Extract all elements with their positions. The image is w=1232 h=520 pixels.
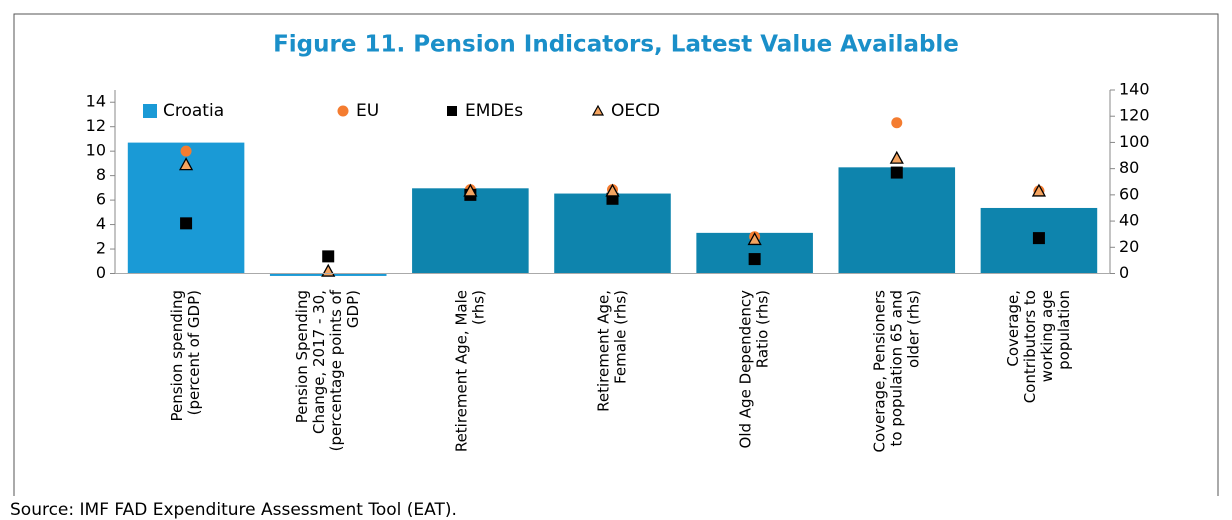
legend-swatch: [591, 104, 605, 116]
bar: [838, 167, 956, 274]
legend-label: EMDEs: [465, 101, 523, 121]
x-tick-label: (percentage points of: [327, 289, 345, 451]
y-tick-label: 6: [96, 190, 106, 209]
y2-tick-label: 20: [1119, 237, 1139, 256]
emdes-point: [322, 250, 335, 263]
oecd-point: [747, 232, 762, 246]
x-tick-label: (rhs): [469, 290, 487, 325]
x-tick-label: GDP): [344, 290, 362, 328]
y-tick-label: 2: [96, 239, 106, 258]
y-tick-label: 4: [96, 214, 106, 233]
x-tick-label: Pension Spending: [293, 290, 311, 423]
y-tick-label: 12: [86, 116, 106, 135]
emdes-point: [1032, 232, 1045, 245]
x-tick-label: Retirement Age,: [595, 290, 613, 412]
x-tick-label: Female (rhs): [612, 290, 630, 384]
legend-swatch: [447, 106, 457, 116]
y2-tick-label: 0: [1119, 263, 1129, 282]
frame: [13, 13, 1219, 496]
oecd-point: [605, 183, 620, 197]
y2-tick-label: 40: [1119, 211, 1139, 230]
eu-point: [891, 117, 903, 129]
eu-point: [180, 145, 192, 157]
x-tick-label: Coverage, Pensioners: [870, 290, 888, 453]
x-tick-label: Coverage,: [1004, 290, 1022, 367]
x-tick-label: working age: [1038, 290, 1056, 382]
bar: [554, 193, 671, 274]
legend-label: Croatia: [163, 101, 224, 121]
legend-label: EU: [356, 101, 379, 121]
source-note: Source: IMF FAD Expenditure Assessment T…: [10, 500, 457, 520]
y2-tick-label: 80: [1119, 158, 1139, 177]
x-tick-label: Old Age Dependency: [737, 290, 755, 449]
y-tick-label: 0: [96, 263, 106, 282]
x-tick-label: Ratio (rhs): [754, 290, 772, 368]
legend-swatch: [143, 104, 157, 118]
x-tick-label: Contributors to: [1021, 290, 1039, 403]
oecd-point: [178, 157, 194, 171]
y-tick-label: 14: [86, 92, 106, 111]
x-tick-label: Pension spending: [168, 290, 186, 421]
emdes-point: [890, 166, 903, 179]
oecd-point: [463, 183, 478, 197]
y-tick-label: 8: [96, 165, 106, 184]
x-tick-label: older (rhs): [904, 290, 922, 368]
y2-tick-label: 100: [1119, 132, 1150, 151]
y-tick-label: 10: [86, 141, 106, 160]
bar: [412, 188, 529, 274]
x-tick-label: to population 65 and: [887, 290, 905, 447]
legend-label: OECD: [611, 101, 660, 121]
emdes-point: [180, 217, 193, 230]
y2-tick-label: 140: [1119, 80, 1150, 99]
emdes-point: [748, 253, 761, 266]
x-tick-label: population: [1055, 290, 1073, 370]
x-tick-label: (percent of GDP): [185, 290, 203, 415]
y2-tick-label: 60: [1119, 184, 1139, 203]
chart-title: Figure 11. Pension Indicators, Latest Va…: [273, 32, 959, 58]
oecd-point: [889, 150, 904, 164]
oecd-point: [321, 263, 336, 277]
legend-swatch: [337, 105, 349, 117]
x-tick-label: Retirement Age, Male: [452, 290, 470, 452]
y2-tick-label: 120: [1119, 106, 1150, 125]
oecd-point: [1031, 183, 1047, 197]
x-tick-label: Change, 2017 - 30,: [310, 290, 328, 434]
